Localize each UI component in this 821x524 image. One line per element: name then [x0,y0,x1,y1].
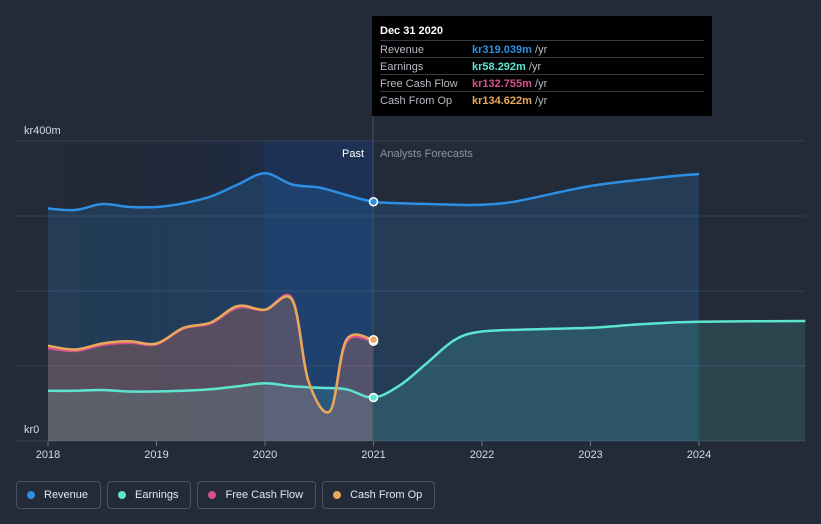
revenue-dot-icon [27,491,35,499]
earnings-line [47,319,806,399]
x-tick-label-2023: 2023 [578,449,602,461]
cash-from-op-hover-point [368,335,379,345]
x-tick-label-2022: 2022 [470,449,494,461]
tooltip-unit: /yr [535,78,548,90]
tooltip-label: Free Cash Flow [380,78,458,90]
free-cash-flow-area [48,294,374,441]
x-tick-label-2018: 2018 [36,449,60,461]
earnings-hover-point [368,392,379,403]
legend-label: Revenue [44,489,89,501]
x-tick-label-2021: 2021 [361,449,385,461]
legend-label: Cash From Op [350,489,423,501]
tooltip-row-free-cash-flow: Free Cash Flow kr132.755m /yr [380,74,704,92]
tooltip-label: Cash From Op [380,95,453,107]
legend-item-earnings[interactable]: Earnings [107,481,192,509]
forecast-region-label: Analysts Forecasts [380,148,473,160]
tooltip-date: Dec 31 2020 [380,25,443,37]
y-axis-label-max: kr400m [24,125,61,137]
data-tooltip: Dec 31 2020 Revenue kr319.039m /yr Earni… [372,16,712,116]
tooltip-row-earnings: Earnings kr58.292m /yr [380,57,704,75]
legend-item-cash-from-op[interactable]: Cash From Op [322,481,436,509]
tooltip-value: kr319.039m [472,44,532,56]
legend-label: Free Cash Flow [225,489,304,501]
tooltip-value: kr134.622m [472,95,532,107]
legend-item-revenue[interactable]: Revenue [16,481,102,509]
legend-item-free-cash-flow[interactable]: Free Cash Flow [197,481,317,509]
legend-label: Earnings [135,489,179,501]
tooltip-label: Revenue [380,44,425,56]
tooltip-row-revenue: Revenue kr319.039m /yr [380,40,704,58]
tooltip-unit: /yr [535,95,548,107]
x-tick-label-2024: 2024 [687,449,711,461]
tooltip-value: kr132.755m [472,78,532,90]
past-region-label: Past [342,148,364,160]
free-cash-flow-dot-icon [208,491,217,499]
tooltip-label: Earnings [380,61,424,73]
earnings-area [48,321,806,441]
y-axis-label-min: kr0 [24,424,39,436]
chart-legend: Revenue Earnings Free Cash Flow Cash Fro… [16,481,436,509]
earnings-dot-icon [118,491,127,499]
tooltip-unit: /yr [528,61,542,73]
tooltip-row-cash-from-op: Cash From Op kr134.622m /yr [380,91,704,109]
cash-from-op-dot-icon [333,491,342,499]
cash-from-op-area [48,296,374,441]
revenue-hover-point [368,197,379,207]
cash-from-op-line [47,295,374,414]
x-tick-label-2020: 2020 [253,449,277,461]
tooltip-unit: /yr [535,44,548,56]
x-tick-label-2019: 2019 [144,449,168,461]
tooltip-value: kr58.292m [472,61,526,73]
